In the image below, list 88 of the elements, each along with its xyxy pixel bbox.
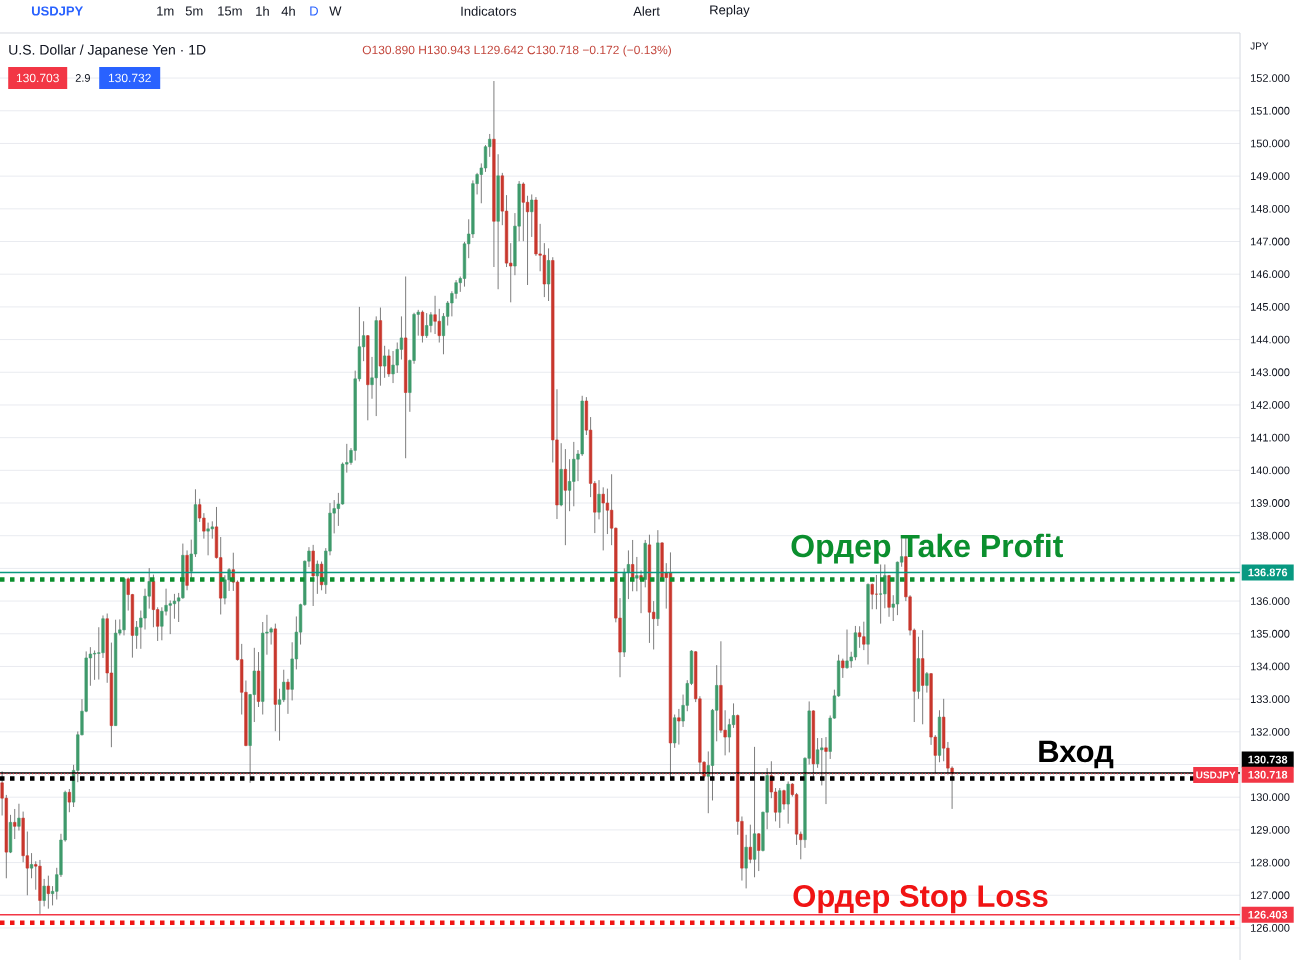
annotation: 2.9 xyxy=(75,74,90,82)
annotation: 130.703 xyxy=(16,73,59,83)
y-tick-label: 127.000 xyxy=(1251,891,1290,900)
candlestick xyxy=(530,194,534,238)
candlestick xyxy=(67,788,71,813)
ref-line-label: Ордер Stop Loss xyxy=(793,885,1048,914)
text: Replay xyxy=(710,4,750,18)
text: Indicators xyxy=(461,6,517,16)
y-tick-label: 126.000 xyxy=(1251,924,1290,932)
text: Alert xyxy=(633,6,660,16)
ref-line-label: 130.718 xyxy=(1248,770,1288,779)
candlestick xyxy=(572,441,576,507)
candlestick xyxy=(13,808,17,840)
y-tick-label: 130.000 xyxy=(1251,793,1290,802)
annotation: 130.732 xyxy=(108,73,151,83)
text: 1h xyxy=(256,6,269,16)
candlestick xyxy=(820,737,824,786)
y-tick-label: 128.000 xyxy=(1251,858,1290,867)
candlestick xyxy=(206,522,210,556)
y-tick-label: 142.000 xyxy=(1251,401,1290,409)
candlestick xyxy=(391,350,395,384)
text: 1m xyxy=(157,6,174,16)
candlestick xyxy=(425,312,429,339)
y-tick-label: 147.000 xyxy=(1251,237,1290,246)
candlestick xyxy=(786,781,790,825)
candlestick xyxy=(420,310,425,343)
text: U.S. Dollar / Japanese Yen · 1D xyxy=(9,44,206,58)
annotation: O130.890 H130.943 L129.642 C130.718 −0.172 (−0.13%) xyxy=(362,45,671,57)
text: 15m xyxy=(218,6,242,16)
y-tick-label: 152.000 xyxy=(1251,74,1290,82)
y-tick-label: 139.000 xyxy=(1251,499,1290,507)
y-tick-label: 129.000 xyxy=(1251,825,1290,834)
candlestick xyxy=(677,708,681,746)
text: W xyxy=(329,6,342,16)
y-tick-label: 143.000 xyxy=(1251,368,1290,377)
y-tick-label: 133.000 xyxy=(1251,695,1290,704)
candlestick xyxy=(601,486,605,551)
candlestick xyxy=(757,832,761,872)
candlestick xyxy=(874,574,879,610)
candlestick xyxy=(858,625,862,649)
y-tick-label: 151.000 xyxy=(1251,106,1290,115)
y-axis-title: JPY xyxy=(1250,42,1269,50)
candlestick xyxy=(597,479,601,520)
y-tick-label: 135.000 xyxy=(1251,629,1290,638)
y-tick-label: 148.000 xyxy=(1251,204,1290,213)
candlestick xyxy=(748,824,752,864)
candlestick xyxy=(879,564,883,625)
y-tick-label: 144.000 xyxy=(1251,335,1290,344)
candlestick xyxy=(925,671,929,694)
y-tick-label: 145.000 xyxy=(1251,303,1290,311)
candlestick xyxy=(841,658,845,679)
y-tick-label: 132.000 xyxy=(1251,727,1290,736)
text: 4h xyxy=(281,6,295,16)
candlestick xyxy=(17,803,21,831)
ref-line-label: 130.738 xyxy=(1248,755,1288,764)
candlestick xyxy=(824,736,828,805)
y-tick-label: 146.000 xyxy=(1251,270,1290,279)
candlestick xyxy=(315,560,319,595)
text: USDJPY xyxy=(31,6,84,16)
candlestick xyxy=(870,582,874,610)
ref-line-label: Ордер Take Profit xyxy=(791,533,1063,564)
candlestick xyxy=(862,621,866,651)
y-tick-label: 136.000 xyxy=(1251,597,1290,605)
ref-line-label: 136.876 xyxy=(1248,568,1288,577)
candlestick xyxy=(635,556,639,592)
ref-line-label: Вход xyxy=(1039,740,1114,769)
y-tick-label: 134.000 xyxy=(1251,662,1290,671)
annotation: USDJPY xyxy=(1196,771,1236,779)
candlestick xyxy=(383,345,387,379)
candlestick xyxy=(546,247,551,302)
ref-line-label: 126.403 xyxy=(1248,910,1288,919)
candlestick xyxy=(42,878,46,907)
candlestick xyxy=(744,834,748,889)
candlestick xyxy=(563,448,567,546)
candlestick xyxy=(46,875,50,910)
y-tick-label: 138.000 xyxy=(1251,531,1290,540)
text: 5m xyxy=(185,6,203,16)
candlestick xyxy=(521,181,525,242)
y-tick-label: 140.000 xyxy=(1251,466,1290,475)
y-tick-label: 141.000 xyxy=(1251,433,1290,442)
y-tick-label: 149.000 xyxy=(1251,172,1290,181)
candlestick xyxy=(433,295,437,335)
candlestick xyxy=(286,678,290,715)
candlestick xyxy=(778,787,782,829)
y-tick-label: 150.000 xyxy=(1251,139,1290,148)
candlestick xyxy=(845,629,849,670)
candlestick xyxy=(29,852,34,879)
text: D xyxy=(310,6,318,16)
